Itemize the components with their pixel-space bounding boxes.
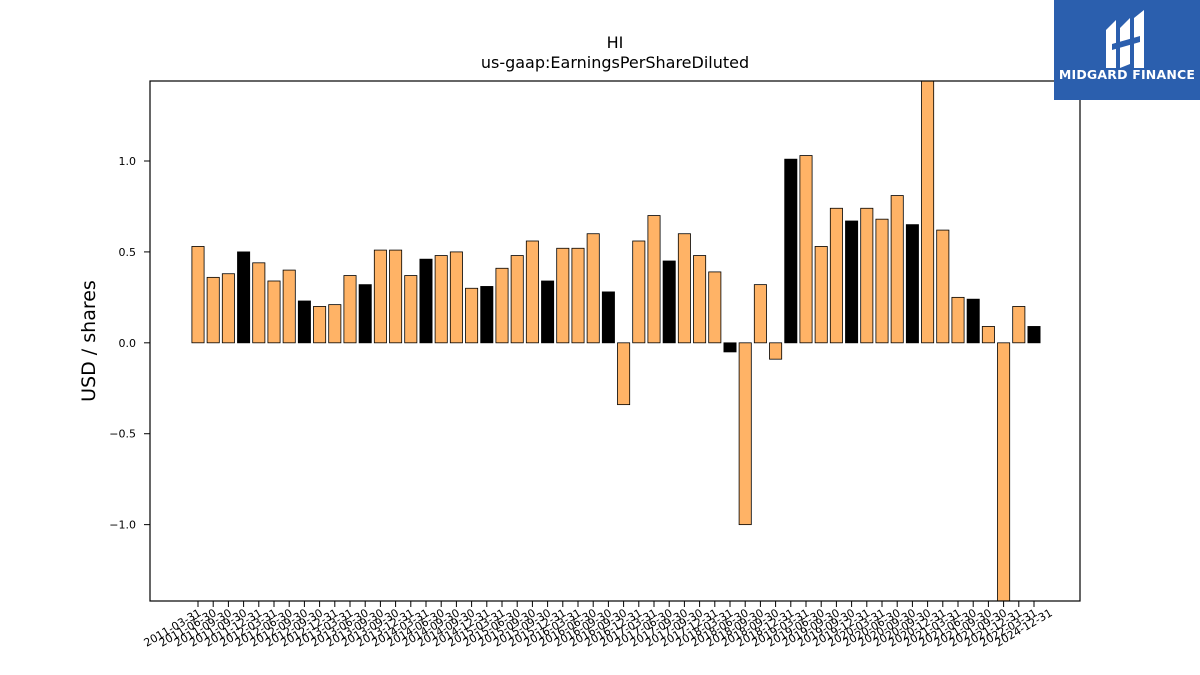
bar-15 <box>419 258 433 344</box>
bar-17 <box>449 251 463 344</box>
bar-24 <box>556 247 570 344</box>
bar-50 <box>951 296 965 344</box>
bar-1 <box>206 276 220 344</box>
bar-32 <box>677 233 691 344</box>
y-tick-label: 1.0 <box>119 155 137 168</box>
chart-subtitle: us-gaap:EarningsPerShareDiluted <box>481 53 749 72</box>
bar-21 <box>510 255 524 344</box>
bar-14 <box>404 275 418 344</box>
bar-16 <box>434 255 448 344</box>
y-ticks-group: −1.0 −0.5 0.0 0.5 1.0 <box>109 155 150 532</box>
plot-frame <box>149 80 1081 602</box>
bar-43 <box>845 220 859 344</box>
logo-text: MIDGARD FINANCE <box>1058 67 1196 82</box>
bar-7 <box>297 300 311 344</box>
bar-55 <box>1027 326 1041 344</box>
bar-54 <box>1012 306 1026 344</box>
bar-39 <box>784 158 798 344</box>
bar-10 <box>343 275 357 344</box>
bar-4 <box>252 262 266 344</box>
bars-group <box>191 80 1041 602</box>
bar-2 <box>221 273 235 344</box>
bar-25 <box>571 247 585 344</box>
bar-34 <box>708 271 722 344</box>
y-tick-label: −1.0 <box>109 519 136 532</box>
bar-11 <box>358 284 372 344</box>
midgard-logo-icon <box>1106 10 1144 68</box>
bar-23 <box>541 280 555 344</box>
bar-48 <box>921 80 935 344</box>
bar-41 <box>814 246 828 344</box>
bar-30 <box>647 215 661 344</box>
bar-35 <box>723 342 737 353</box>
bar-31 <box>662 260 676 344</box>
bar-52 <box>981 326 995 344</box>
bar-0 <box>191 246 205 344</box>
bar-29 <box>632 240 646 344</box>
bar-22 <box>525 240 539 344</box>
y-tick-label: 0.5 <box>119 246 137 259</box>
bar-8 <box>313 306 327 344</box>
chart-title: HI <box>607 33 624 52</box>
y-tick-label: 0.0 <box>119 337 137 350</box>
bar-13 <box>389 249 403 344</box>
bar-46 <box>890 195 904 344</box>
bar-12 <box>373 249 387 344</box>
bar-36 <box>738 342 752 526</box>
bar-40 <box>799 155 813 344</box>
bar-28 <box>617 342 631 406</box>
bar-33 <box>693 255 707 344</box>
y-axis-label: USD / shares <box>78 280 100 402</box>
bar-27 <box>601 291 615 344</box>
bar-51 <box>966 298 980 344</box>
bar-6 <box>282 269 296 344</box>
bar-44 <box>860 207 874 344</box>
bar-3 <box>237 251 251 344</box>
bar-38 <box>769 342 783 360</box>
logo-badge: MIDGARD FINANCE <box>1054 0 1200 100</box>
bar-53 <box>997 342 1011 602</box>
bar-45 <box>875 218 889 344</box>
bar-20 <box>495 267 509 344</box>
bar-42 <box>829 207 843 344</box>
bar-18 <box>465 287 479 344</box>
bar-49 <box>936 229 950 344</box>
bar-5 <box>267 280 281 344</box>
bar-47 <box>905 224 919 344</box>
bar-9 <box>328 304 342 344</box>
x-ticks-group: 2011-03-312011-06-302011-09-302011-09-30… <box>142 601 1055 650</box>
bar-26 <box>586 233 600 344</box>
y-tick-label: −0.5 <box>109 428 136 441</box>
bar-37 <box>753 284 767 344</box>
bar-19 <box>480 286 494 344</box>
